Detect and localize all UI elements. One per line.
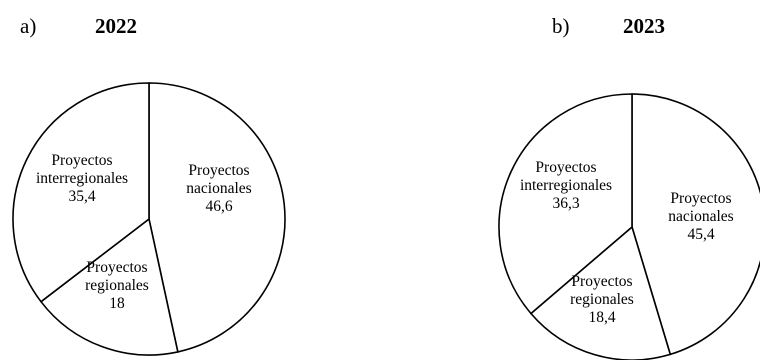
pie-slices-2023 xyxy=(498,93,760,360)
pie-slice-nacionales xyxy=(148,82,286,353)
panel-letter-a: a) xyxy=(20,14,36,38)
slice-label-interregionales: Proyectos interregionales 35,4 xyxy=(36,152,128,205)
panel-2023: b) 2023 Proyectos nacionales 45,4Proyectos… xyxy=(498,14,760,360)
pie-slice-interregionales xyxy=(12,82,150,303)
pie-labels-2023: Proyectos nacionales 45,4 Proyectos regional… xyxy=(520,159,734,326)
slice-label-regionales: Proyectos regionales 18,4 xyxy=(570,273,634,326)
slice-label-regionales: Proyectos regionales 18 xyxy=(85,259,149,312)
slice-label-nacionales: Proyectos nacionales 46,6 xyxy=(186,162,251,215)
slice-label-nacionales: Proyectos nacionales 45,4 xyxy=(668,190,733,243)
pie-slices-2022 xyxy=(12,82,286,356)
panel-2022: a) 2022 Proyectos nacionales 46,6Proyectos… xyxy=(12,14,286,356)
panel-letter-b: b) xyxy=(552,14,570,38)
pie-slice-regionales xyxy=(529,225,672,360)
panel-title-2022: 2022 xyxy=(95,14,137,38)
pie-slice-interregionales xyxy=(498,93,633,315)
pie-slice-regionales xyxy=(39,217,179,356)
pie-slice-nacionales xyxy=(631,93,760,356)
slice-label-interregionales: Proyectos interregionales 36,3 xyxy=(520,159,612,212)
panel-title-2023: 2023 xyxy=(623,14,665,38)
pie-labels-2022: Proyectos nacionales 46,6 Proyectos regional… xyxy=(36,152,252,312)
